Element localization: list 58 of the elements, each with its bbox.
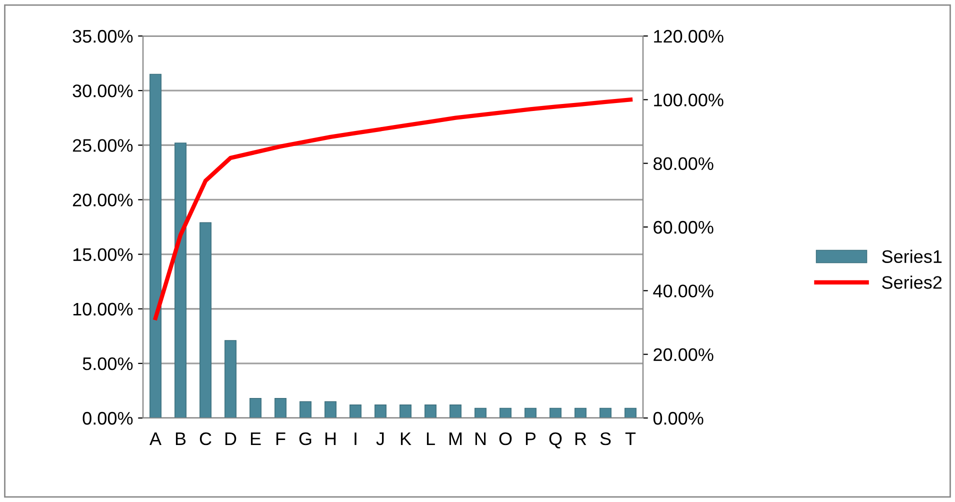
- x-tick-label: R: [575, 432, 586, 445]
- bar: [474, 408, 486, 418]
- x-tick-label: E: [250, 432, 261, 445]
- y2-tick-label: 20.00%: [654, 348, 714, 362]
- x-tick-label: F: [276, 432, 286, 445]
- x-tick-label: K: [400, 432, 412, 445]
- x-tick-label: O: [499, 432, 512, 446]
- bar: [624, 408, 636, 418]
- y-tick-label: 10.00%: [73, 302, 133, 316]
- bar: [524, 408, 536, 418]
- y-tick-label: 25.00%: [72, 139, 133, 152]
- x-tick-label: C: [200, 432, 212, 446]
- x-tick-label: A: [150, 432, 162, 445]
- bar: [450, 404, 462, 418]
- bar: [550, 408, 562, 418]
- bar: [224, 340, 236, 418]
- bar: [574, 408, 586, 418]
- x-tick-label: L: [426, 432, 435, 445]
- x-tick-label: S: [600, 432, 611, 446]
- legend-label: Series2: [882, 276, 942, 289]
- x-tick-label: T: [625, 432, 636, 445]
- bar: [250, 398, 262, 418]
- bar: [400, 404, 412, 418]
- y2-tick-label: 40.00%: [653, 284, 714, 298]
- bar: [350, 404, 362, 418]
- y-tick-label: 0.00%: [82, 412, 133, 425]
- bar: [600, 408, 612, 418]
- y2-tick-label: 60.00%: [654, 220, 714, 234]
- y-tick-label: 15.00%: [73, 248, 133, 262]
- bar: [174, 142, 186, 418]
- bar: [500, 408, 512, 418]
- x-tick-label: D: [225, 432, 236, 445]
- y2-tick-label: 100.00%: [654, 94, 724, 106]
- y-tick-label: 5.00%: [82, 357, 133, 370]
- bar: [324, 401, 336, 418]
- y-tick-label: 35.00%: [72, 30, 133, 43]
- x-tick-label: P: [526, 432, 536, 445]
- x-tick-label: I: [354, 432, 356, 445]
- y-tick-label: 30.00%: [72, 84, 133, 98]
- bar: [374, 404, 386, 418]
- x-tick-label: B: [176, 432, 186, 445]
- x-tick-label: N: [475, 432, 486, 445]
- x-tick-label: H: [325, 432, 336, 445]
- y2-tick-label: 0.00%: [653, 412, 704, 425]
- bar: [424, 404, 436, 418]
- y-tick-label: 20.00%: [72, 194, 133, 206]
- bar: [300, 401, 312, 418]
- x-tick-label: J: [376, 432, 384, 446]
- x-tick-label: Q: [549, 432, 562, 448]
- bar: [200, 222, 212, 418]
- y2-tick-label: 80.00%: [654, 157, 714, 170]
- line-series: [153, 98, 633, 320]
- y2-tick-label: 120.00%: [654, 30, 724, 43]
- legend-label: Series1: [882, 250, 942, 263]
- x-tick-label: G: [299, 432, 312, 446]
- x-tick-label: M: [449, 432, 462, 445]
- bar: [274, 398, 286, 418]
- bar: [150, 74, 162, 418]
